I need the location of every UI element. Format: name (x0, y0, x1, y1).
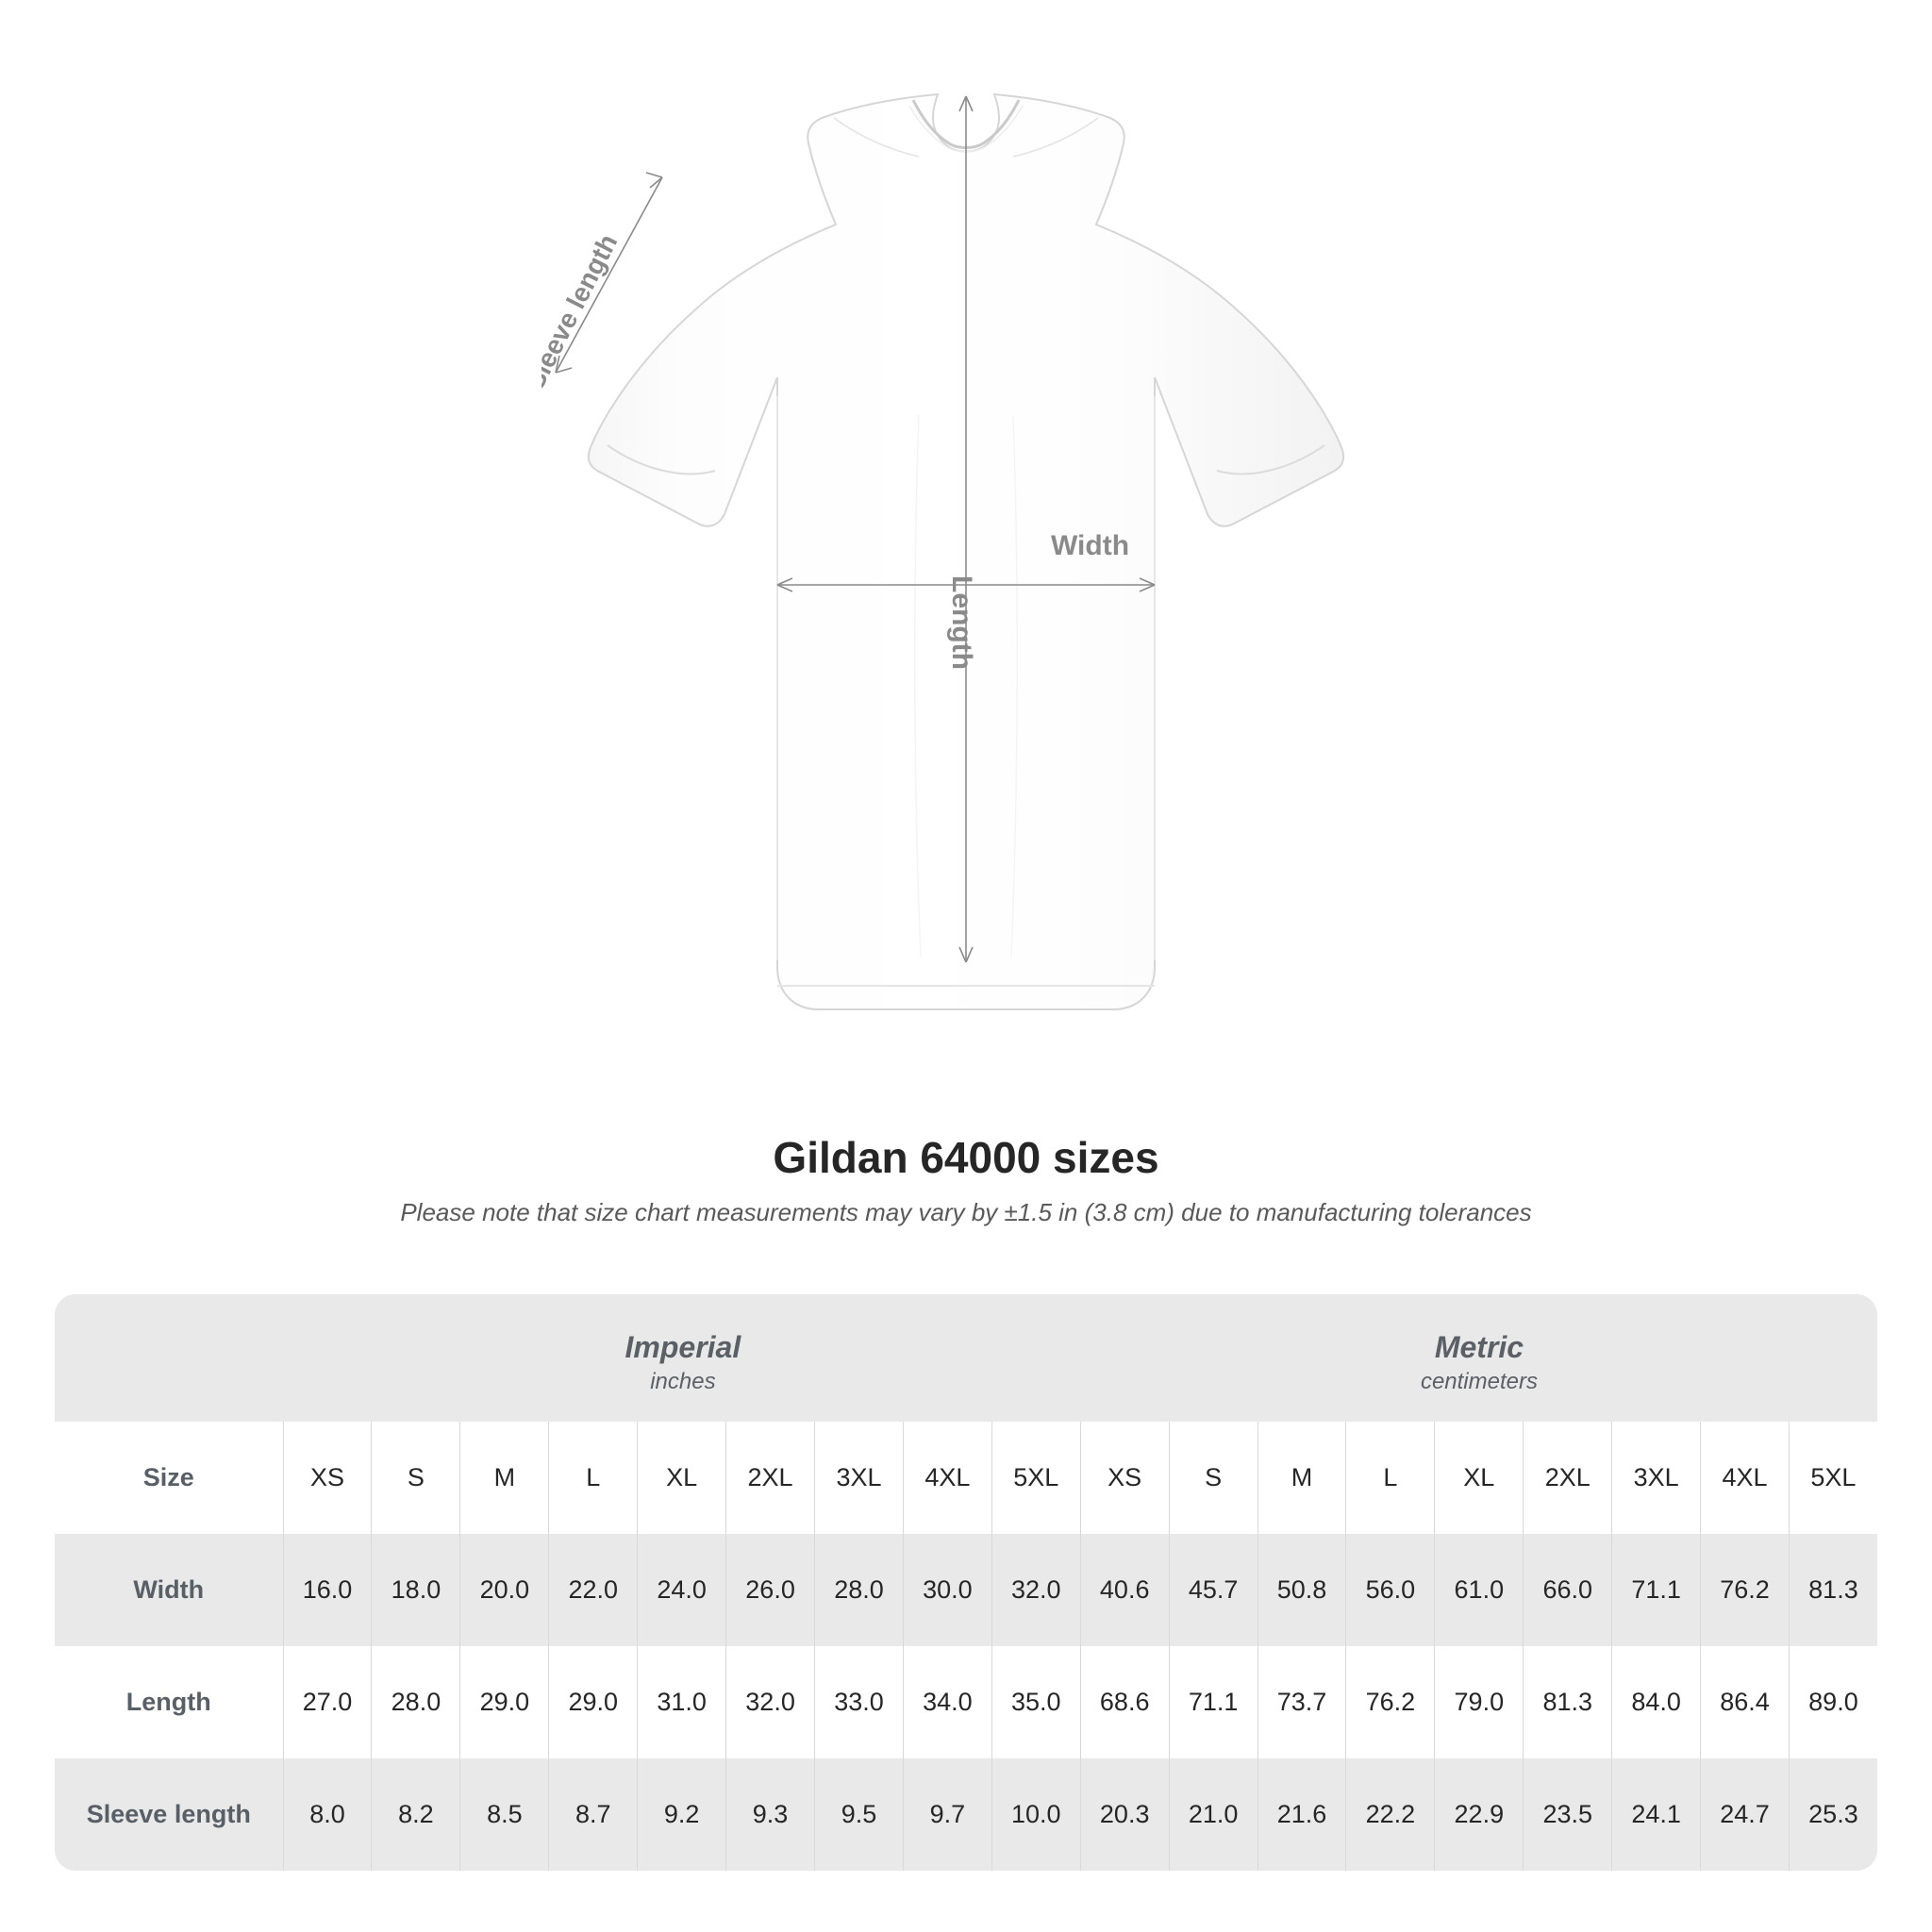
svg-text:Width: Width (1051, 530, 1129, 561)
svg-text:Length: Length (946, 575, 977, 670)
svg-text:Sleeve length: Sleeve length (541, 229, 623, 394)
